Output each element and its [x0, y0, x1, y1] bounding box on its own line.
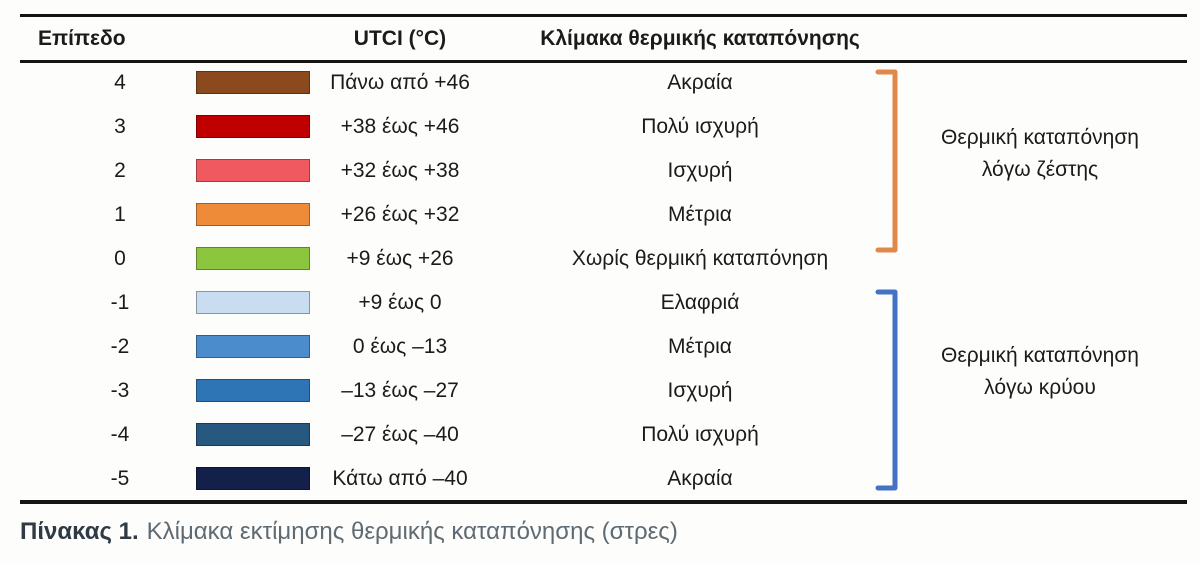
table-row: 2 +32 έως +38 Ισχυρή [0, 149, 1200, 193]
color-swatch [196, 159, 310, 182]
color-swatch [196, 335, 310, 358]
cold-bracket [872, 288, 902, 497]
level-cell: -3 [110, 379, 130, 402]
color-swatch [196, 71, 310, 94]
heat-label-line1: Θερμική καταπόνηση [941, 126, 1139, 149]
caption-text: Κλίμακα εκτίμησης θερμικής καταπόνησης (… [146, 518, 678, 545]
utci-range-cell: –27 έως –40 [341, 423, 459, 446]
table-body: 4 Πάνω από +46 Ακραία 3 +38 έως +46 Πολύ… [0, 61, 1200, 501]
stress-scale-cell: Ισχυρή [667, 159, 733, 182]
level-cell: 0 [114, 247, 126, 270]
stress-scale-cell: Ακραία [667, 71, 733, 94]
table-caption: Πίνακας 1. Κλίμακα εκτίμησης θερμικής κατ… [20, 512, 678, 552]
color-swatch [196, 379, 310, 402]
stress-scale-cell: Πολύ ισχυρή [641, 423, 759, 446]
level-cell: 1 [114, 203, 126, 226]
color-swatch [196, 291, 310, 314]
level-cell: -5 [110, 467, 130, 490]
table-row: -5 Κάτω από –40 Ακραία [0, 457, 1200, 501]
level-cell: 3 [114, 115, 126, 138]
table-bottom-rule [20, 500, 1187, 504]
color-swatch [196, 115, 310, 138]
stress-scale-cell: Χωρίς θερμική καταπόνηση [571, 247, 829, 270]
color-swatch [196, 247, 310, 270]
utci-range-cell: +9 έως 0 [358, 291, 442, 314]
color-swatch [196, 203, 310, 226]
utci-range-cell: +38 έως +46 [340, 115, 460, 138]
stress-scale-cell: Μέτρια [668, 335, 732, 358]
table-row: -4 –27 έως –40 Πολύ ισχυρή [0, 413, 1200, 457]
utci-range-cell: +9 έως +26 [346, 247, 454, 270]
caption-number: Πίνακας 1. [20, 518, 139, 545]
color-swatch [196, 467, 310, 490]
stress-scale-cell: Ακραία [667, 467, 733, 490]
level-cell: 4 [114, 71, 126, 94]
level-cell: -1 [110, 291, 130, 314]
table-row: -1 +9 έως 0 Ελαφριά [0, 281, 1200, 325]
header-level: Επίπεδο [38, 27, 126, 50]
table-row: -2 0 έως –13 Μέτρια [0, 325, 1200, 369]
stress-scale-cell: Μέτρια [668, 203, 732, 226]
utci-range-cell: 0 έως –13 [352, 335, 448, 358]
cold-label-line1: Θερμική καταπόνηση [941, 344, 1139, 367]
table-row: 4 Πάνω από +46 Ακραία [0, 61, 1200, 105]
utci-range-cell: +32 έως +38 [340, 159, 460, 182]
table-top-rule [20, 14, 1187, 17]
heat-bracket-label: Θερμική καταπόνηση λόγω ζέστης [910, 122, 1170, 186]
level-cell: -4 [110, 423, 130, 446]
utci-range-cell: –13 έως –27 [341, 379, 459, 402]
cold-bracket-label: Θερμική καταπόνηση λόγω κρύου [910, 340, 1170, 404]
utci-range-cell: Πάνω από +46 [330, 71, 470, 94]
level-cell: -2 [110, 335, 130, 358]
heat-bracket [872, 68, 902, 259]
heat-label-line2: λόγω ζέστης [981, 158, 1099, 181]
utci-range-cell: Κάτω από –40 [332, 467, 468, 490]
header-utci: UTCI (°C) [353, 27, 447, 50]
cold-label-line2: λόγω κρύου [984, 376, 1096, 399]
utci-range-cell: +26 έως +32 [340, 203, 460, 226]
stress-scale-cell: Πολύ ισχυρή [641, 115, 759, 138]
table-row: 1 +26 έως +32 Μέτρια [0, 193, 1200, 237]
header-bottom-rule [20, 60, 1187, 63]
stress-scale-cell: Ελαφριά [660, 291, 740, 314]
stress-scale-cell: Ισχυρή [667, 379, 733, 402]
table-row: -3 –13 έως –27 Ισχυρή [0, 369, 1200, 413]
header-stress-scale: Κλίμακα θερμικής καταπόνησης [540, 27, 860, 50]
table-row: 3 +38 έως +46 Πολύ ισχυρή [0, 105, 1200, 149]
color-swatch [196, 423, 310, 446]
table-row: 0 +9 έως +26 Χωρίς θερμική καταπόνηση [0, 237, 1200, 281]
level-cell: 2 [114, 159, 126, 182]
